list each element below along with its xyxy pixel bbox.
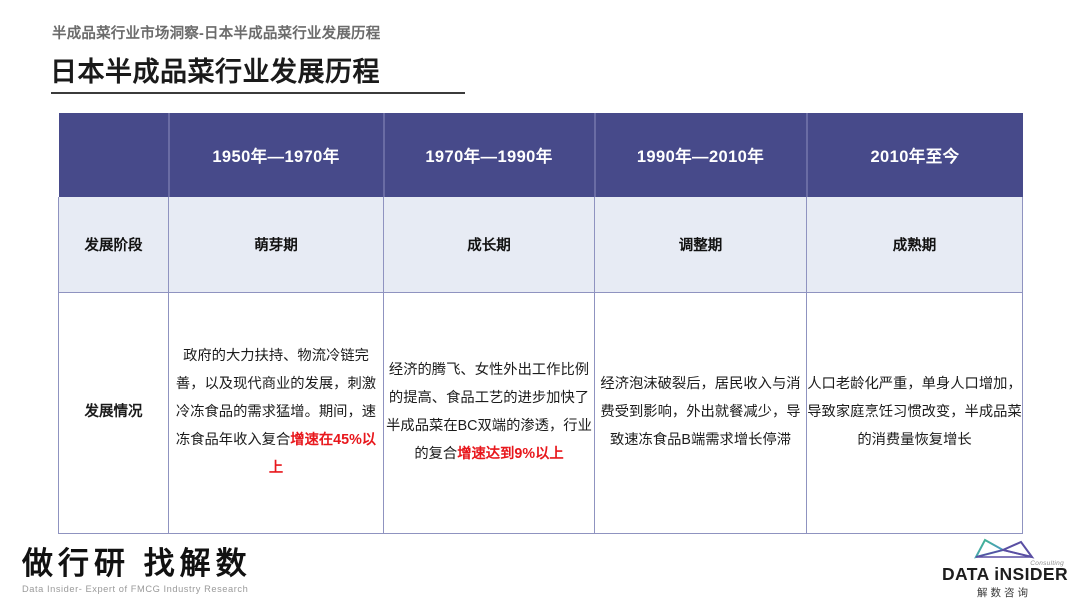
row-label-situation: 发展情况 xyxy=(58,292,169,534)
table-row-stage: 发展阶段 萌芽期 成长期 调整期 成熟期 xyxy=(58,197,1023,293)
situation-cell-2: 经济的腾飞、女性外出工作比例的提高、食品工艺的进步加快了半成品菜在BC双端的渗透… xyxy=(383,292,595,534)
logo-word-nsider: NSIDER xyxy=(999,563,1069,584)
logo-name-cn: 解数咨询 xyxy=(977,587,1031,599)
logo-word-i: i xyxy=(994,563,1000,584)
brand-block: 做行研 找解数 Data Insider- Expert of FMCG Ind… xyxy=(22,548,252,594)
stage-cell-1: 萌芽期 xyxy=(168,197,384,293)
company-logo: Consulting DATA iNSIDER 解数咨询 xyxy=(942,537,1069,600)
row-label-stage: 发展阶段 xyxy=(58,197,169,293)
highlighted-growth-figure-2: 增速达到9%以上 xyxy=(457,445,564,462)
stage-cell-4: 成熟期 xyxy=(806,197,1023,293)
stage-cell-3: 调整期 xyxy=(594,197,807,293)
breadcrumb: 半成品菜行业市场洞察-日本半成品菜行业发展历程 xyxy=(52,26,381,42)
situation-text-3: 经济泡沫破裂后，居民收入与消费受到影响，外出就餐减少，导致速冻食品B端需求增长停… xyxy=(600,376,801,448)
development-history-table: 1950年—1970年 1970年—1990年 1990年—2010年 2010… xyxy=(58,113,1023,534)
brand-slogan-en: Data Insider- Expert of FMCG Industry Re… xyxy=(22,584,249,594)
highlighted-growth-figure-1: 增速在45%以上 xyxy=(268,431,377,476)
page-title: 日本半成品菜行业发展历程 xyxy=(50,57,380,87)
table-header-period-3: 1990年—2010年 xyxy=(594,113,808,197)
table-header-period-2: 1970年—1990年 xyxy=(383,113,596,197)
situation-cell-4: 人口老龄化严重，单身人口增加，导致家庭烹饪习惯改变，半成品菜的消费量恢复增长 xyxy=(806,292,1023,534)
logo-consulting-label: Consulting xyxy=(1030,559,1064,567)
situation-text-1: 政府的大力扶持、物流冷链完善，以及现代商业的发展，刺激冷冻食品的需求猛增。期间，… xyxy=(175,348,377,476)
table-header-period-4: 2010年至今 xyxy=(806,113,1023,197)
situation-cell-1: 政府的大力扶持、物流冷链完善，以及现代商业的发展，刺激冷冻食品的需求猛增。期间，… xyxy=(168,292,384,534)
brand-slogan-cn: 做行研 找解数 xyxy=(22,546,252,582)
table-header-period-1: 1950年—1970年 xyxy=(168,113,385,197)
table-corner-cell xyxy=(58,113,170,197)
logo-word-data: DATA xyxy=(942,563,995,584)
butterfly-logo-icon: Consulting xyxy=(942,537,1066,567)
situation-text-4: 人口老龄化严重，单身人口增加，导致家庭烹饪习惯改变，半成品菜的消费量恢复增长 xyxy=(807,376,1022,448)
table-header-row: 1950年—1970年 1970年—1990年 1990年—2010年 2010… xyxy=(58,113,1023,197)
situation-cell-3: 经济泡沫破裂后，居民收入与消费受到影响，外出就餐减少，导致速冻食品B端需求增长停… xyxy=(594,292,807,534)
situation-text-2: 经济的腾飞、女性外出工作比例的提高、食品工艺的进步加快了半成品菜在BC双端的渗透… xyxy=(386,362,592,462)
title-underline-divider xyxy=(51,92,465,94)
table-row-situation: 发展情况 政府的大力扶持、物流冷链完善，以及现代商业的发展，刺激冷冻食品的需求猛… xyxy=(58,292,1023,534)
stage-cell-2: 成长期 xyxy=(383,197,595,293)
logo-wordmark: DATA iNSIDER xyxy=(942,563,1069,584)
